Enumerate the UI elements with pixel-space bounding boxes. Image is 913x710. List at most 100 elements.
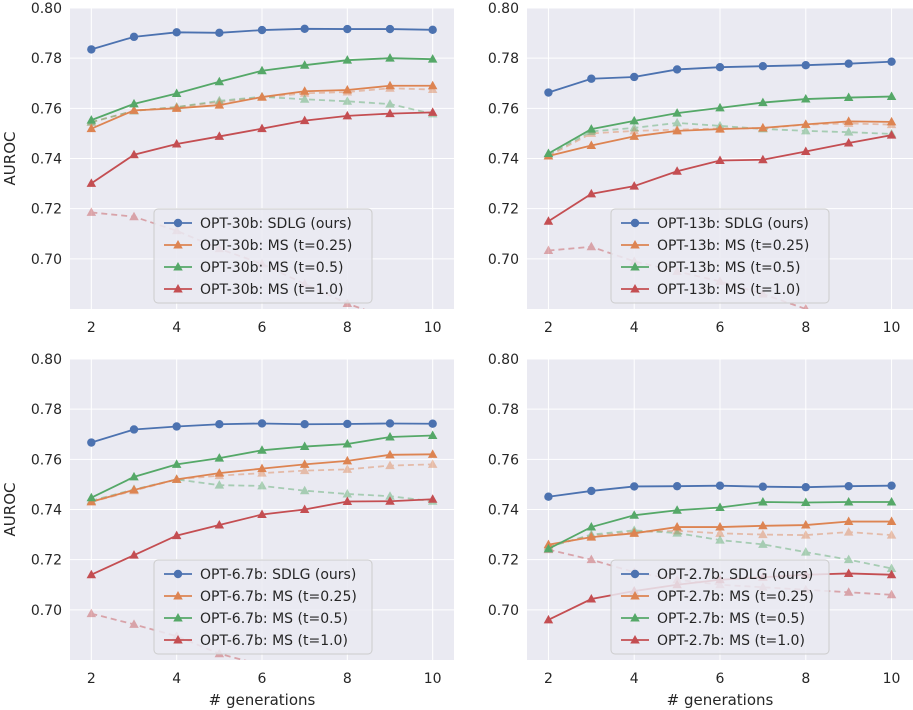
legend-entry: OPT-30b: MS (t=1.0)	[200, 282, 343, 298]
data-point	[214, 95, 225, 105]
data-point	[715, 528, 725, 537]
x-tick-label: 6	[258, 671, 267, 687]
x-tick-label: 8	[343, 320, 352, 336]
data-point	[672, 522, 682, 531]
data-point	[758, 496, 768, 506]
data-point	[586, 241, 597, 251]
data-point	[343, 24, 352, 34]
legend-box	[153, 559, 373, 655]
data-point	[129, 484, 139, 494]
data-point	[385, 314, 395, 323]
data-point	[887, 481, 896, 490]
data-point	[715, 124, 725, 133]
data-point	[86, 115, 97, 124]
data-point	[586, 594, 597, 603]
data-point	[758, 97, 768, 107]
data-point	[342, 488, 353, 498]
data-point	[385, 99, 395, 108]
data-point	[427, 430, 438, 440]
data-point	[299, 459, 310, 468]
data-point	[672, 505, 682, 514]
data-point	[299, 485, 310, 495]
data-point	[87, 438, 96, 447]
x-tick-label: 6	[716, 320, 725, 336]
data-point	[87, 45, 96, 54]
data-point	[342, 439, 353, 448]
data-point	[715, 102, 725, 112]
data-point	[214, 480, 225, 489]
y-tick-label: 0.74	[31, 152, 62, 168]
data-point	[843, 137, 854, 147]
data-point	[427, 494, 438, 503]
data-point	[343, 419, 352, 429]
legend-box	[610, 208, 830, 304]
data-point	[300, 420, 309, 429]
data-point	[758, 122, 768, 132]
data-point	[843, 127, 854, 136]
legend-entry: OPT-6.7b: MS (t=0.5)	[200, 611, 348, 627]
data-point	[428, 25, 437, 35]
series-line	[548, 529, 892, 570]
data-point	[843, 527, 854, 536]
data-point	[886, 116, 897, 126]
data-point	[299, 465, 310, 475]
data-point	[257, 25, 267, 35]
data-point	[215, 420, 224, 429]
data-point	[299, 94, 310, 103]
legend-marker	[630, 218, 640, 228]
data-point	[172, 422, 181, 431]
data-point	[886, 569, 897, 579]
y-tick-label: 0.78	[31, 402, 62, 418]
y-tick-label: 0.70	[31, 252, 62, 268]
legend-marker	[630, 635, 640, 644]
legend-entry: OPT-30b: MS (t=0.25)	[200, 238, 352, 254]
data-point	[215, 28, 224, 38]
series-line	[91, 478, 433, 503]
series-line	[548, 121, 892, 156]
data-point	[299, 441, 310, 451]
data-point	[758, 529, 768, 539]
data-point	[843, 116, 854, 125]
legend-entry: OPT-30b: SDLG (ours)	[200, 216, 352, 232]
data-point	[886, 130, 897, 139]
x-axis-label: # generations	[667, 691, 774, 709]
data-point	[171, 88, 182, 98]
data-point	[715, 522, 725, 531]
data-point	[427, 80, 438, 90]
data-point	[801, 520, 811, 529]
legend-entry: OPT-2.7b: MS (t=0.5)	[657, 611, 805, 627]
panel-bottom-left: 0.70 0.72 0.74 0.76 0.78 0.80 2 4 6 8 10 AUROC # gen…	[1, 352, 454, 709]
data-point	[801, 119, 811, 128]
data-point	[171, 530, 182, 540]
data-point	[886, 516, 897, 526]
series-ms-0-5	[543, 91, 897, 157]
data-point	[843, 587, 854, 596]
legend-marker	[173, 218, 183, 228]
series-layer	[86, 419, 438, 660]
data-point	[385, 491, 395, 500]
data-point	[129, 619, 139, 628]
data-point	[129, 149, 139, 159]
data-point	[586, 124, 597, 133]
data-point	[886, 589, 897, 599]
legend: OPT-6.7b: SDLG (ours) OPT-6.7b: MS (t=0.2…	[153, 559, 373, 655]
data-point	[86, 123, 97, 133]
data-point	[342, 496, 353, 505]
legend-marker	[173, 284, 183, 293]
data-point	[629, 528, 639, 537]
data-point	[629, 510, 639, 519]
data-point	[758, 539, 768, 548]
data-point	[171, 459, 182, 468]
data-point	[843, 554, 854, 564]
data-point	[801, 60, 810, 70]
legend-marker	[630, 262, 640, 271]
data-point	[843, 92, 854, 102]
data-point	[257, 468, 267, 477]
data-point	[257, 480, 267, 490]
legend-entry: OPT-2.7b: MS (t=0.25)	[657, 589, 814, 605]
data-point	[543, 148, 554, 157]
data-point	[758, 154, 768, 164]
data-point	[171, 474, 182, 483]
legend-marker	[630, 569, 640, 579]
legend-marker	[173, 591, 183, 600]
